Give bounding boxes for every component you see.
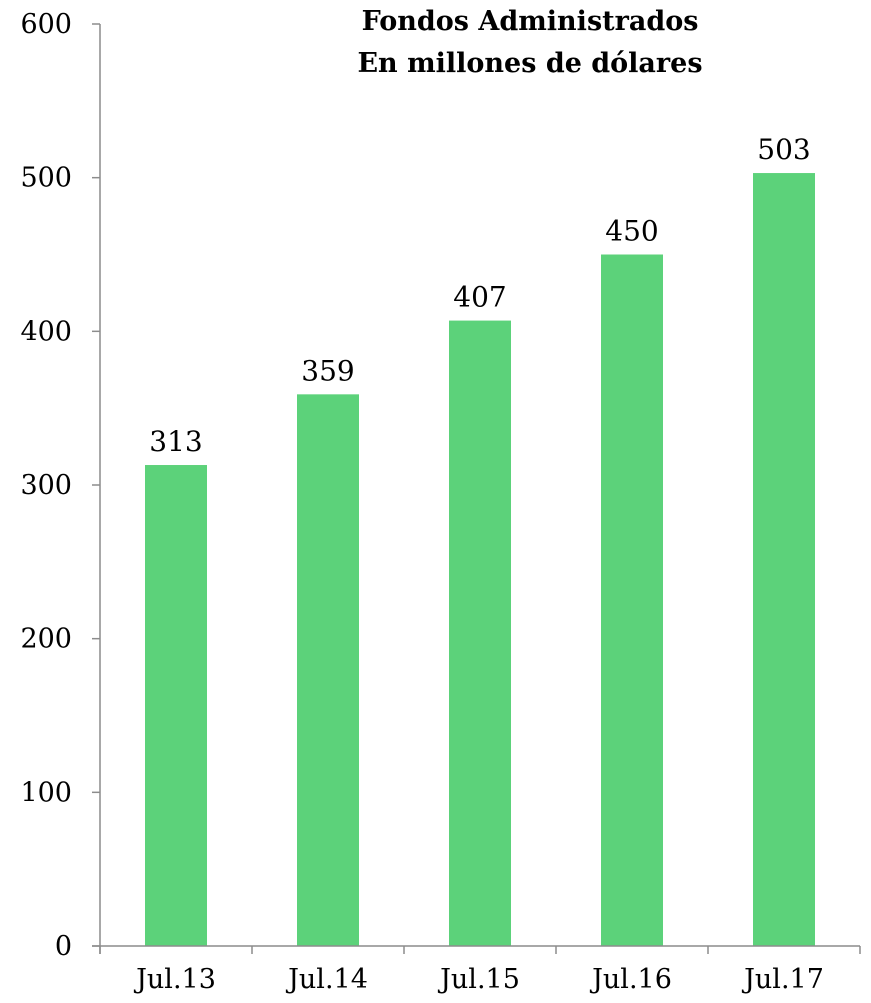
y-tick-label: 400 bbox=[20, 316, 72, 347]
x-tick-label: Jul.17 bbox=[741, 964, 824, 995]
bar-jul-14 bbox=[297, 394, 359, 946]
data-label: 450 bbox=[605, 215, 658, 248]
data-label: 359 bbox=[301, 354, 354, 387]
data-label: 313 bbox=[149, 425, 202, 458]
x-tick-label: Jul.13 bbox=[133, 964, 216, 995]
y-tick-label: 0 bbox=[55, 931, 72, 962]
x-tick-label: Jul.14 bbox=[285, 964, 368, 995]
bar-jul-17 bbox=[753, 173, 815, 946]
bar-jul-16 bbox=[601, 255, 663, 947]
bar-jul-15 bbox=[449, 321, 511, 946]
x-tick-label: Jul.16 bbox=[589, 964, 672, 995]
y-tick-label: 200 bbox=[20, 624, 72, 655]
data-label: 503 bbox=[757, 133, 810, 166]
chart-subtitle: En millones de dólares bbox=[357, 48, 702, 79]
y-tick-label: 600 bbox=[20, 9, 72, 40]
y-tick-label: 100 bbox=[20, 777, 72, 808]
y-tick-label: 500 bbox=[20, 163, 72, 194]
bar-jul-13 bbox=[145, 465, 207, 946]
chart-title: Fondos Administrados bbox=[362, 6, 699, 37]
x-tick-label: Jul.15 bbox=[437, 964, 520, 995]
y-tick-label: 300 bbox=[20, 470, 72, 501]
data-label: 407 bbox=[453, 281, 506, 314]
